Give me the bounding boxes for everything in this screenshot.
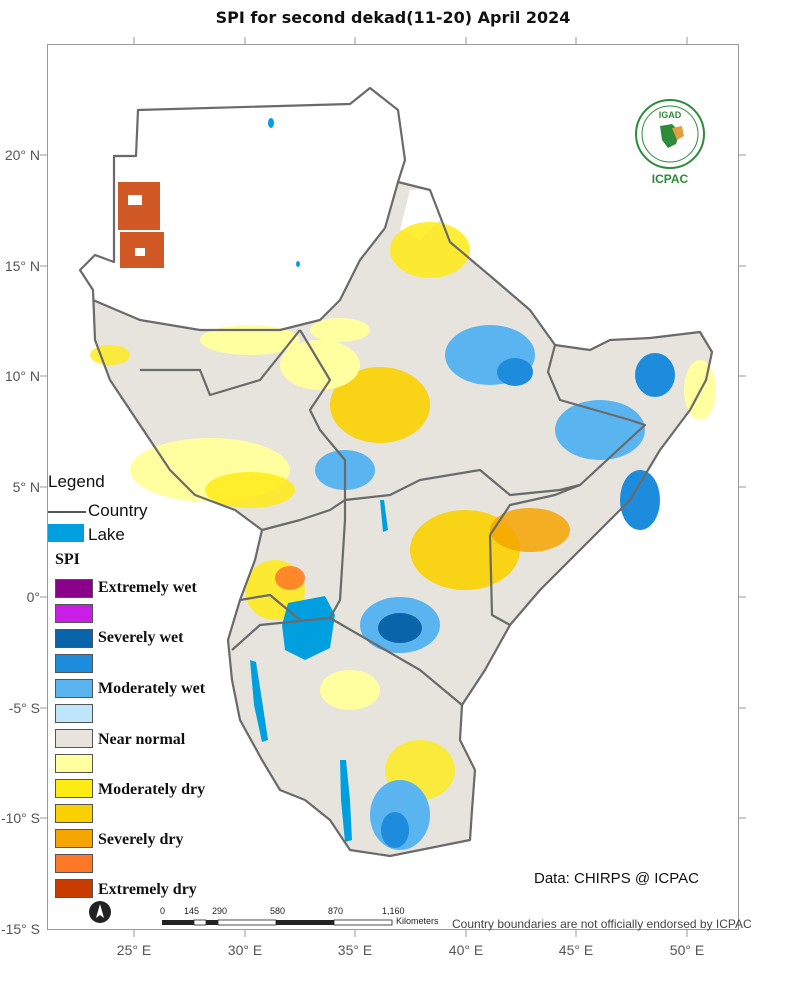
lake-tanganyika (250, 660, 268, 742)
lake-malawi (340, 760, 352, 842)
logo-top-text: IGAD (658, 110, 682, 120)
spi-swatch (55, 829, 93, 848)
disclaimer: Country boundaries are not officially en… (452, 917, 752, 931)
scale-bar: 0 145 290 580 870 1,160 Kilometers (160, 906, 450, 933)
spi-class-label: Severely wet (98, 629, 184, 646)
spi-swatch (55, 779, 93, 798)
y-tick: -10° S (0, 810, 40, 826)
legend-lake-label: Lake (88, 525, 125, 544)
spi-class-label: Moderately dry (98, 781, 206, 798)
x-tick: 35° E (337, 942, 373, 958)
x-tick: 25° E (116, 942, 152, 958)
extremely-dry-patches (118, 182, 164, 268)
legend-country-label: Country (88, 501, 148, 520)
spi-class-label: Near normal (98, 731, 186, 748)
y-tick: 20° N (4, 147, 40, 163)
spi-swatch (55, 754, 93, 773)
spi-swatch (55, 729, 93, 748)
scale-tick: 145 (184, 906, 200, 916)
spi-swatch (55, 654, 93, 673)
y-tick: 5° N (12, 479, 40, 495)
igad-icpac-logo: IGAD ICPAC (632, 96, 708, 188)
lakes (250, 118, 388, 842)
map-title: SPI for second dekad(11-20) April 2024 (215, 8, 571, 27)
spi-class-label: Moderately wet (98, 680, 206, 697)
scale-tick: 580 (270, 906, 286, 916)
spi-swatch (55, 629, 93, 648)
x-tick: 45° E (558, 942, 594, 958)
y-tick: 10° N (4, 368, 40, 384)
north-arrow-icon (89, 901, 111, 923)
y-tick: 15° N (4, 258, 40, 274)
spi-swatch (55, 879, 93, 898)
y-tick: -5° S (8, 700, 40, 716)
spi-swatch (55, 604, 93, 623)
country-boundaries (78, 86, 714, 858)
y-tick: 0° (26, 589, 40, 605)
spi-legend-title: SPI (55, 551, 80, 568)
lake-swatch (48, 524, 84, 542)
scale-tick: 870 (328, 906, 344, 916)
scale-tick: 0 (160, 906, 166, 916)
x-tick: 40° E (448, 942, 484, 958)
desert-region (80, 88, 405, 330)
y-tick: -15° S (0, 921, 40, 937)
spi-class-label: Extremely dry (98, 881, 197, 898)
spi-swatch (55, 679, 93, 698)
legend-title: Legend (48, 472, 105, 491)
spi-swatch (55, 804, 93, 823)
lake-victoria (282, 596, 335, 660)
wet-patches (315, 325, 675, 850)
data-credit: Data: CHIRPS @ ICPAC (534, 870, 699, 887)
logo-bottom-text: ICPAC (651, 172, 689, 186)
spi-swatch (55, 704, 93, 723)
scale-tick: 1,160 (382, 906, 405, 916)
spi-class-label: Severely dry (98, 831, 184, 848)
scale-tick: 290 (212, 906, 228, 916)
x-tick: 50° E (669, 942, 705, 958)
spi-swatch (55, 579, 93, 598)
x-tick: 30° E (227, 942, 263, 958)
spi-swatch (55, 854, 93, 873)
spi-class-label: Extremely wet (98, 579, 197, 596)
scale-unit: Kilometers (396, 916, 439, 926)
map-frame (47, 44, 739, 930)
country-line-swatch (48, 511, 86, 513)
